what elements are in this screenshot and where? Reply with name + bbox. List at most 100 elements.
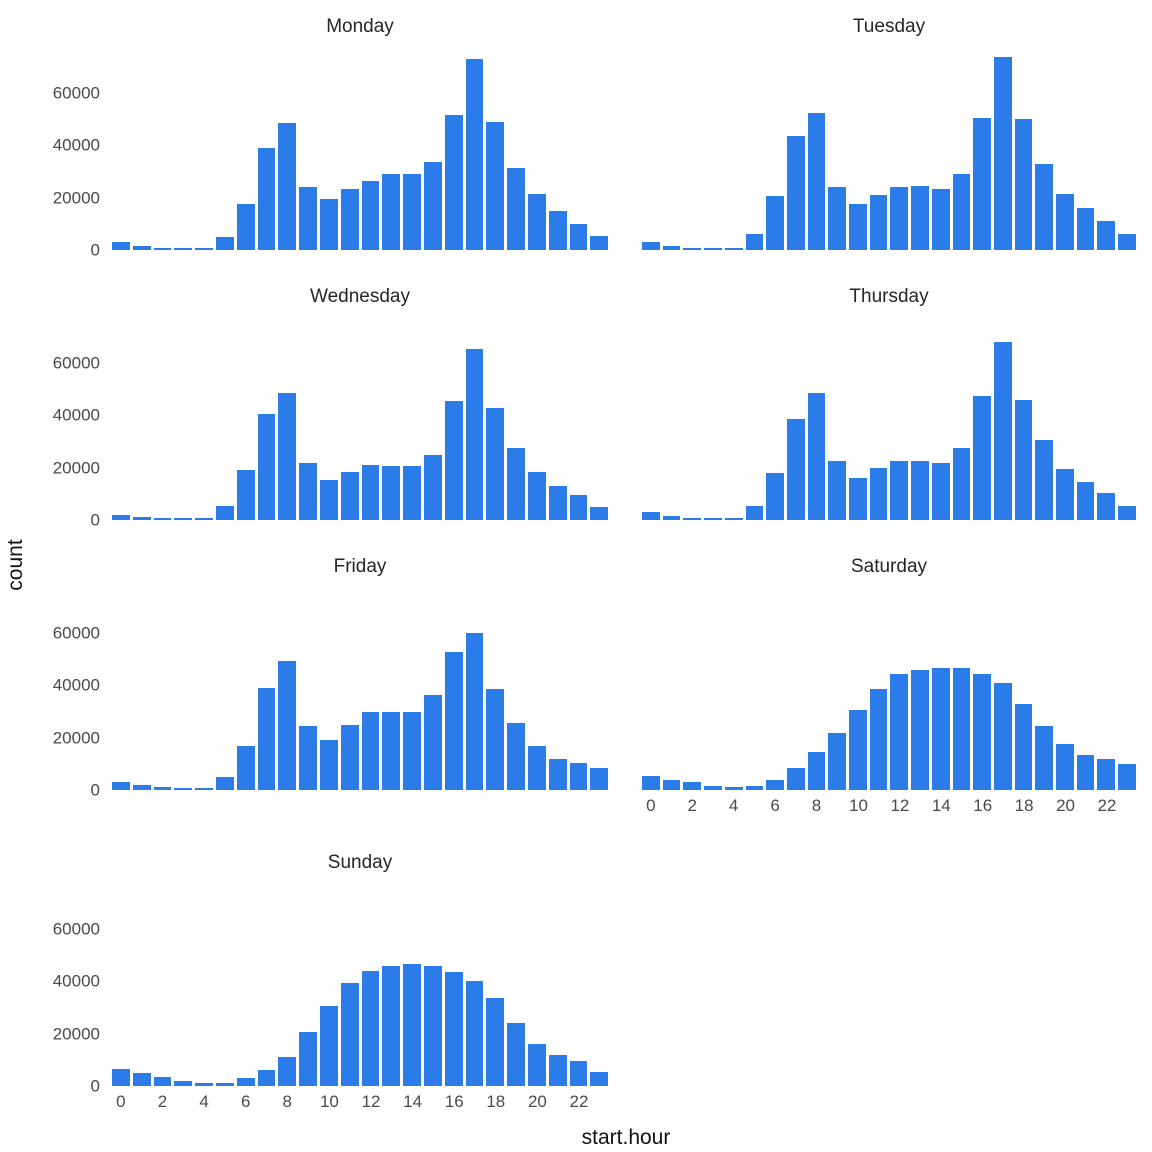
bar-hour-6 xyxy=(766,779,784,790)
x-tick-label: 2 xyxy=(687,796,697,815)
bar-hour-21 xyxy=(548,210,567,250)
bar-hour-1 xyxy=(662,516,681,520)
bar-hour-8 xyxy=(278,1057,297,1086)
bar-hour-4 xyxy=(195,1082,213,1086)
x-tick-label: 12 xyxy=(890,796,910,815)
bar-hour-15 xyxy=(952,174,971,250)
x-tick-label: 4 xyxy=(728,796,739,815)
bar-hour-5 xyxy=(215,505,234,520)
bar-hour-23 xyxy=(590,506,609,520)
bar-hour-7 xyxy=(786,767,805,790)
x-tick-label: 10 xyxy=(319,1092,339,1111)
bars xyxy=(642,594,1136,790)
bar-hour-3 xyxy=(704,248,722,250)
x-tick-label: 22 xyxy=(569,1092,589,1111)
x-tick-label: 6 xyxy=(770,796,780,815)
bar-hour-5 xyxy=(215,1082,234,1086)
bar-hour-19 xyxy=(507,723,525,790)
y-axis: 0 20000 40000 60000 xyxy=(32,324,112,529)
bar-hour-14 xyxy=(403,711,421,790)
x-tick-label xyxy=(911,796,929,816)
x-tick-label xyxy=(174,1092,192,1112)
bar-hour-15 xyxy=(423,454,442,520)
bar-hour-8 xyxy=(278,393,297,520)
x-tick-label xyxy=(258,1092,276,1112)
bar-hour-21 xyxy=(548,486,567,520)
y-tick-label: 20000 xyxy=(52,458,100,478)
bar-hour-3 xyxy=(704,518,722,520)
bar-hour-14 xyxy=(403,174,421,250)
bar-hour-16 xyxy=(444,972,463,1086)
bar-hour-0 xyxy=(642,512,660,520)
x-axis: 0 2 4 6 8 10 12 14 16 18 20 22 xyxy=(642,796,1136,816)
bar-hour-10 xyxy=(849,710,867,790)
bar-hour-8 xyxy=(807,752,826,790)
x-tick-label: 0 xyxy=(646,796,656,815)
bar-hour-5 xyxy=(745,786,764,790)
bars xyxy=(642,324,1136,520)
y-tick-label: 60000 xyxy=(52,83,100,103)
bar-hour-21 xyxy=(1076,482,1095,520)
bar-hour-15 xyxy=(423,965,442,1086)
bar-hour-11 xyxy=(340,188,359,250)
bars xyxy=(642,54,1136,250)
x-tick-label: 18 xyxy=(486,1092,506,1111)
facet-title-monday: Monday xyxy=(326,16,394,37)
bar-hour-15 xyxy=(423,694,442,790)
bar-hour-6 xyxy=(236,204,255,250)
bar-hour-22 xyxy=(1097,492,1116,520)
x-tick-label: 14 xyxy=(931,796,951,815)
bar-hour-6 xyxy=(236,470,255,520)
bar-hour-23 xyxy=(590,1071,609,1086)
bar-hour-13 xyxy=(911,669,929,790)
bar-hour-3 xyxy=(174,1080,193,1086)
bar-hour-3 xyxy=(704,786,722,790)
bar-hour-10 xyxy=(319,1006,338,1086)
x-tick-label xyxy=(590,1092,608,1112)
x-tick-label xyxy=(466,1092,484,1112)
x-tick-label: 20 xyxy=(1056,796,1075,815)
bar-hour-14 xyxy=(931,188,950,250)
bar-hour-2 xyxy=(153,518,172,520)
bar-hour-11 xyxy=(869,467,888,520)
bar-hour-1 xyxy=(132,246,151,250)
bar-hour-13 xyxy=(382,965,401,1086)
bar-hour-12 xyxy=(361,971,380,1086)
bar-hour-19 xyxy=(507,448,525,520)
x-tick-label: 16 xyxy=(444,1092,464,1111)
bar-hour-9 xyxy=(299,1032,317,1086)
y-axis: 0 20000 40000 60000 xyxy=(32,890,112,1095)
bar-hour-17 xyxy=(465,348,484,520)
x-tick-label xyxy=(382,1092,400,1112)
facet-body: 0 20000 40000 60000 xyxy=(32,324,609,529)
x-tick-label xyxy=(994,796,1012,816)
bar-hour-9 xyxy=(299,725,317,790)
y-axis: 0 20000 40000 60000 xyxy=(32,54,112,259)
plot-area xyxy=(112,54,609,250)
y-tick-label: 60000 xyxy=(52,919,100,939)
bar-hour-10 xyxy=(849,478,867,520)
bar-hour-17 xyxy=(465,633,484,790)
bar-hour-4 xyxy=(195,247,213,250)
facet-body: 0 20000 40000 60000 xyxy=(32,594,609,799)
bar-hour-16 xyxy=(444,651,463,790)
bar-hour-2 xyxy=(683,517,702,520)
facet-body: 0 20000 40000 60000 0 2 4 6 8 10 12 14 16 18 20 22 xyxy=(32,890,609,1112)
y-tick-label: 60000 xyxy=(52,353,100,373)
x-tick-label xyxy=(216,1092,234,1112)
facet-panel-friday: Friday 0 20000 40000 60000 xyxy=(32,556,609,799)
bar-hour-14 xyxy=(931,668,950,790)
bar-hour-2 xyxy=(153,1076,172,1086)
y-tick-label: 20000 xyxy=(52,1024,100,1044)
bar-hour-12 xyxy=(890,673,909,790)
x-tick-label xyxy=(663,796,681,816)
x-tick-label: 12 xyxy=(361,1092,381,1111)
bar-hour-20 xyxy=(1056,193,1074,250)
facet-title-thursday: Thursday xyxy=(849,286,929,307)
x-tick-label xyxy=(1077,796,1095,816)
bar-hour-10 xyxy=(319,199,338,250)
bar-hour-0 xyxy=(112,1069,130,1086)
bar-hour-11 xyxy=(869,195,888,250)
bar-hour-0 xyxy=(112,242,130,250)
plot-area xyxy=(642,324,1136,520)
